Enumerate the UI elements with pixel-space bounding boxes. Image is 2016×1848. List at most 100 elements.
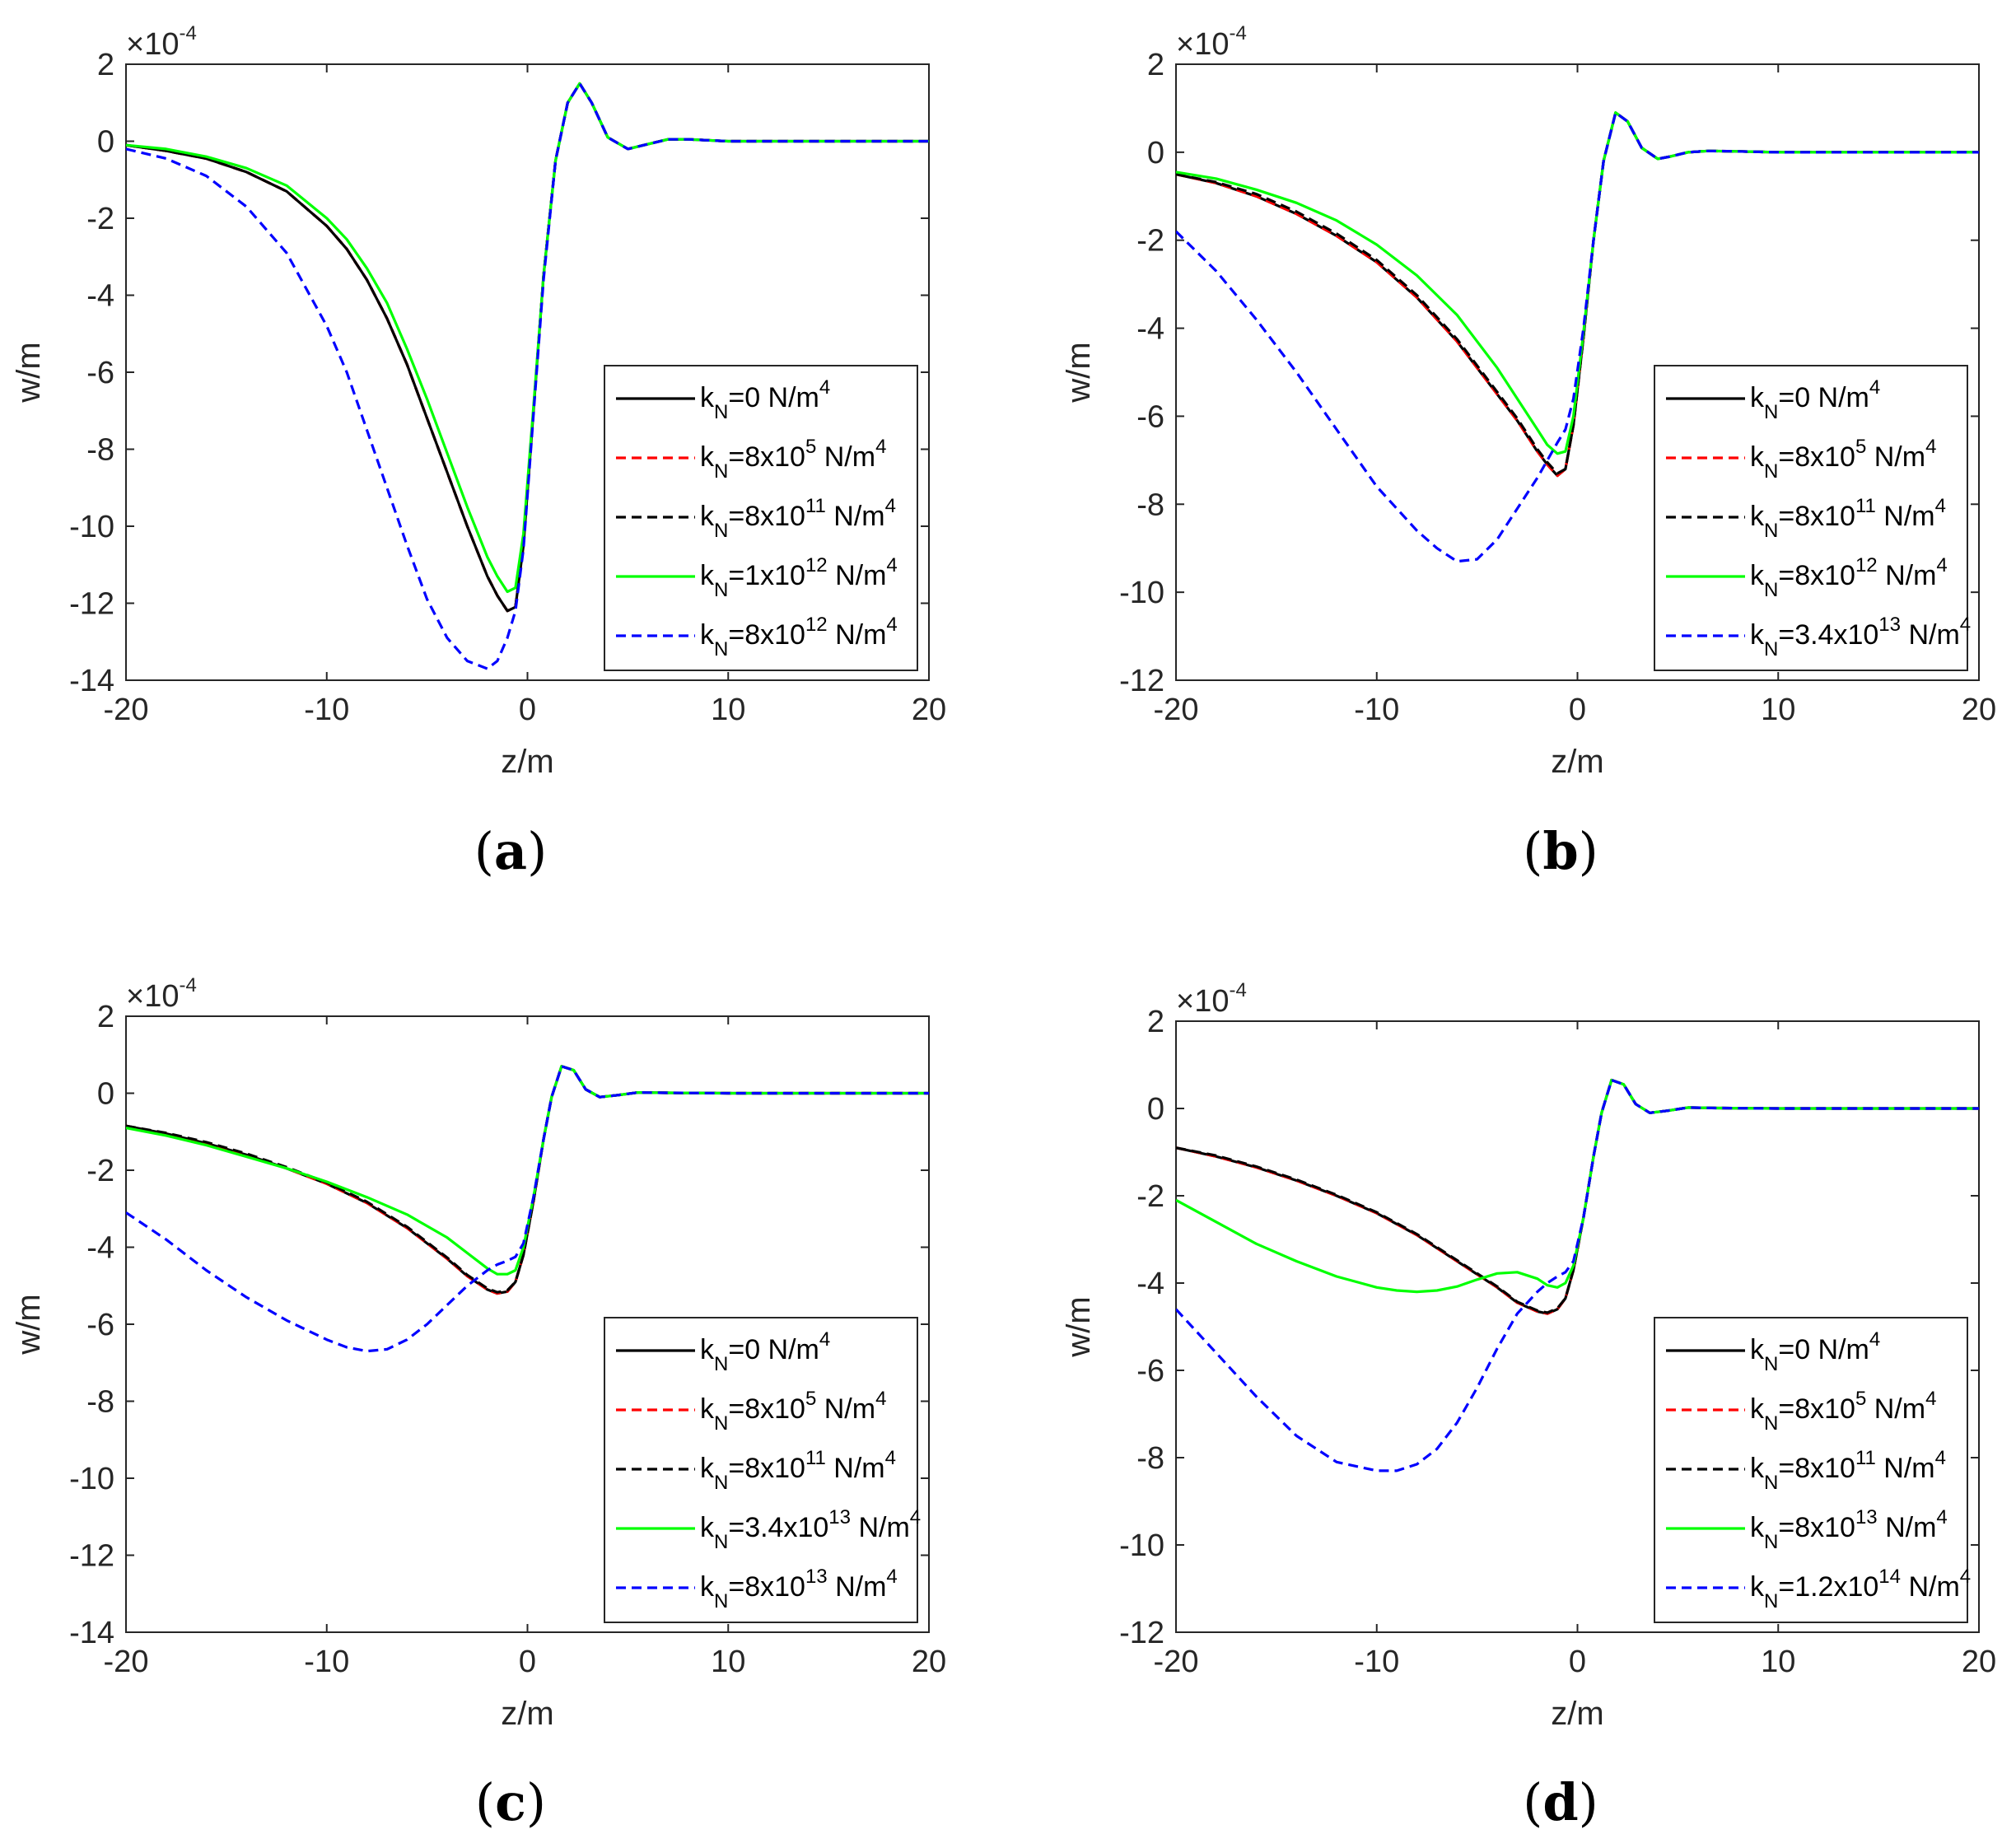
- y-tick-label: -10: [69, 510, 114, 544]
- x-tick-label: -10: [304, 1645, 349, 1679]
- y-tick-label: -4: [86, 279, 114, 314]
- legend-label: kN=3.4x1013 N/m4: [700, 1506, 921, 1553]
- y-tick-label: 2: [1147, 48, 1164, 82]
- series-line-5: [126, 1065, 929, 1353]
- legend-label: kN=8x1012 N/m4: [1750, 554, 1948, 601]
- x-tick-label: -10: [1354, 693, 1399, 727]
- x-tick-label: -20: [1154, 1645, 1199, 1679]
- legend-label: kN=8x1013 N/m4: [1750, 1506, 1948, 1553]
- panel-a: -20 -10 0 10 2020-2-4-6-8-10-12-14×10-4z/mw/…: [11, 22, 946, 881]
- x-tick-label: -20: [104, 1645, 149, 1679]
- y-tick-label: -4: [86, 1231, 114, 1266]
- panel-caption: (b): [1523, 821, 1598, 881]
- legend-label: kN=8x1011 N/m4: [1750, 1447, 1946, 1494]
- x-axis-label: z/m: [1551, 744, 1603, 780]
- panel-caption-letter: c: [495, 1772, 526, 1832]
- legend-label: kN=8x105 N/m4: [1750, 1388, 1936, 1435]
- legend-label: kN=3.4x1013 N/m4: [1750, 614, 1971, 660]
- x-tick-label: 0: [1569, 693, 1586, 727]
- y-tick-label: -4: [1136, 1267, 1164, 1301]
- y-tick-label: -2: [86, 202, 114, 236]
- x-tick-label: 20: [912, 693, 946, 727]
- legend-label: kN=0 N/m4: [1750, 1328, 1880, 1375]
- legend-label: kN=1x1012 N/m4: [700, 554, 898, 601]
- y-tick-label: -12: [69, 587, 114, 622]
- x-axis-label: z/m: [501, 744, 553, 780]
- legend-label: kN=8x1013 N/m4: [700, 1566, 898, 1612]
- series-line-5: [1176, 1078, 1979, 1472]
- panel-caption: (a): [474, 821, 548, 881]
- y-tick-label: -2: [1136, 1179, 1164, 1214]
- legend: kN=0 N/m4 kN=8x105 N/m4 kN=8x1011 N/m4 kN=3…: [604, 1317, 921, 1623]
- panel-caption-letter: d: [1542, 1772, 1578, 1832]
- panel-caption-letter: a: [494, 821, 527, 881]
- y-tick-label: 0: [1147, 136, 1164, 170]
- y-axis-label: w/m: [11, 342, 47, 403]
- legend-label: kN=0 N/m4: [1750, 376, 1880, 423]
- y-tick-label: -8: [1136, 1441, 1164, 1476]
- x-tick-label: -10: [1354, 1645, 1399, 1679]
- y-tick-label: -2: [1136, 224, 1164, 259]
- legend-label: kN=8x1011 N/m4: [700, 1447, 896, 1494]
- y-tick-label: -6: [1136, 399, 1164, 434]
- legend: kN=0 N/m4 kN=8x105 N/m4 kN=8x1011 N/m4 kN=8…: [1654, 365, 1971, 671]
- exponent-label: ×10-4: [1176, 979, 1247, 1019]
- series-group: [126, 82, 929, 670]
- x-tick-label: 20: [1962, 1645, 1996, 1679]
- y-tick-label: 2: [97, 1000, 114, 1034]
- exponent-base: ×10: [126, 979, 179, 1014]
- y-tick-label: -2: [86, 1154, 114, 1188]
- exponent-base: ×10: [1176, 984, 1229, 1019]
- series-group: [1176, 111, 1979, 563]
- x-tick-label: 0: [1569, 1645, 1586, 1679]
- series-group: [1176, 1078, 1979, 1472]
- y-tick-label: -8: [1136, 488, 1164, 522]
- exponent-power: -4: [179, 974, 196, 996]
- exponent-base: ×10: [1176, 27, 1229, 62]
- exponent-label: ×10-4: [1176, 22, 1247, 62]
- y-tick-label: -12: [1119, 664, 1164, 698]
- series-line-5: [126, 82, 929, 670]
- panel-c: -20 -10 0 10 2020-2-4-6-8-10-12-14×10-4z/mw/…: [11, 974, 946, 1832]
- x-axis-label: z/m: [501, 1696, 553, 1732]
- x-tick-label: 10: [711, 1645, 745, 1679]
- legend-label: kN=8x105 N/m4: [1750, 436, 1936, 483]
- y-tick-label: 0: [97, 125, 114, 160]
- x-tick-label: 0: [519, 693, 536, 727]
- exponent-power: -4: [1229, 979, 1246, 1001]
- y-tick-label: -8: [86, 1385, 114, 1420]
- y-tick-label: -10: [1119, 1528, 1164, 1563]
- legend: kN=0 N/m4 kN=8x105 N/m4 kN=8x1011 N/m4 kN=8…: [1654, 1317, 1971, 1623]
- legend-label: kN=8x1012 N/m4: [700, 614, 898, 660]
- x-tick-label: 10: [711, 693, 745, 727]
- x-axis-label: z/m: [1551, 1696, 1603, 1732]
- legend-label: kN=8x1011 N/m4: [1750, 495, 1946, 542]
- y-tick-label: -14: [69, 1616, 114, 1650]
- panel-caption: (d): [1523, 1772, 1598, 1832]
- x-tick-label: 20: [1962, 693, 1996, 727]
- legend: kN=0 N/m4 kN=8x105 N/m4 kN=8x1011 N/m4 kN=1…: [604, 365, 918, 671]
- series-line-5: [1176, 111, 1979, 563]
- exponent-base: ×10: [126, 27, 179, 62]
- y-tick-label: 0: [1147, 1092, 1164, 1127]
- legend-label: kN=0 N/m4: [700, 1328, 830, 1375]
- legend-label: kN=8x1011 N/m4: [700, 495, 896, 542]
- y-tick-label: -14: [69, 664, 114, 698]
- y-axis-label: w/m: [11, 1294, 47, 1355]
- exponent-label: ×10-4: [126, 974, 197, 1014]
- exponent-power: -4: [179, 22, 196, 44]
- y-tick-label: -8: [86, 433, 114, 468]
- y-tick-label: -6: [1136, 1354, 1164, 1388]
- x-tick-label: 10: [1761, 693, 1795, 727]
- exponent-power: -4: [1229, 22, 1246, 44]
- panel-caption: (c): [475, 1772, 546, 1832]
- x-tick-label: -20: [104, 693, 149, 727]
- legend-label: kN=1.2x1014 N/m4: [1750, 1566, 1971, 1612]
- x-tick-label: 0: [519, 1645, 536, 1679]
- legend-label: kN=0 N/m4: [700, 376, 830, 423]
- y-tick-label: 0: [97, 1077, 114, 1112]
- legend-label: kN=8x105 N/m4: [700, 436, 886, 483]
